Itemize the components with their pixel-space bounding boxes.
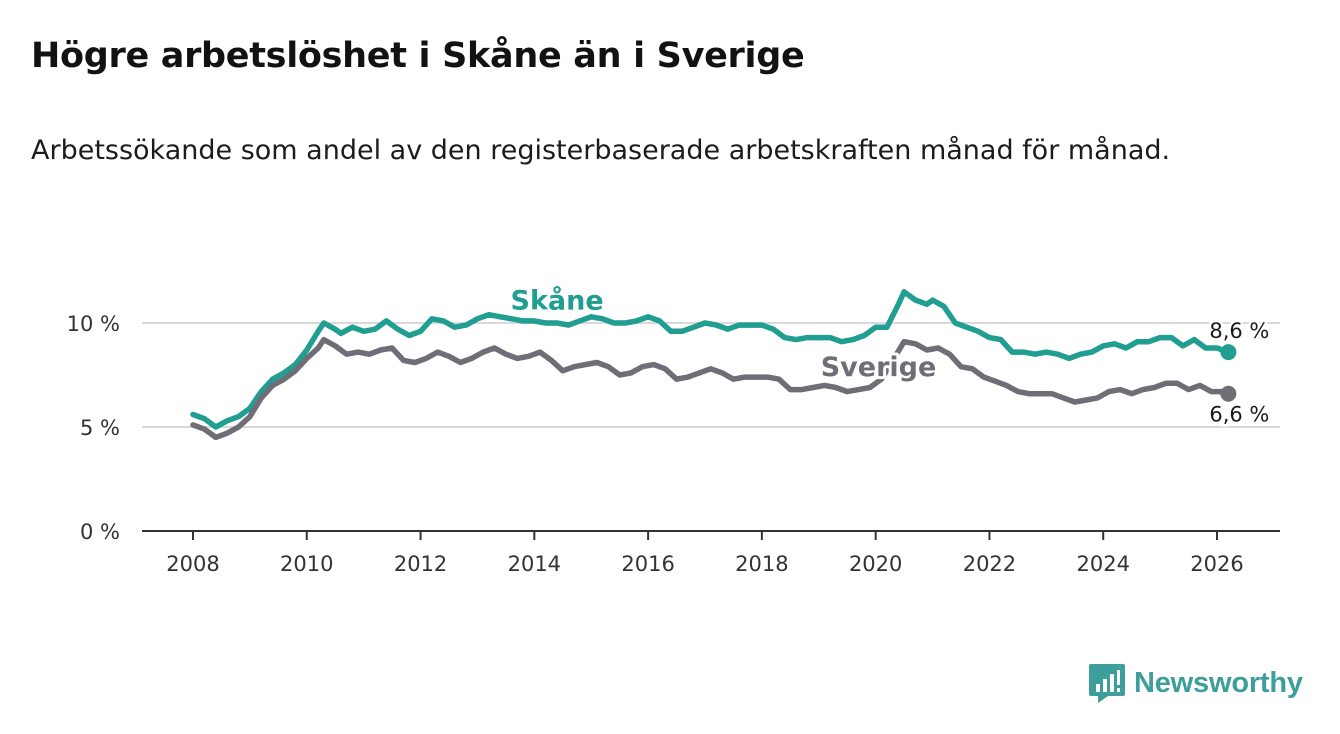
x-tick-label: 2022: [963, 552, 1016, 576]
series-line-sverige: [190, 336, 1232, 441]
end-value-label-skåne: 8,6 %: [1209, 319, 1269, 343]
y-tick-label: 5 %: [80, 416, 120, 440]
chart-subtitle: Arbetssökande som andel av den registerb…: [31, 135, 1171, 166]
y-tick-label: 10 %: [67, 312, 120, 336]
newsworthy-chart-bubble-icon: [1089, 664, 1125, 703]
newsworthy-logo[interactable]: Newsworthy: [1088, 662, 1303, 704]
chart-title: Högre arbetslöshet i Skåne än i Sverige: [31, 36, 805, 76]
series-label-sverige: Sverige: [821, 352, 937, 383]
series-labels: Skåne Sverige 8,6 % 6,6 %: [508, 281, 1272, 429]
series-lines: [190, 289, 1237, 441]
x-tick-label: 2016: [621, 552, 674, 576]
y-axis-ticks: 0 % 5 % 10 %: [67, 312, 120, 544]
x-tick-label: 2018: [735, 552, 788, 576]
end-value-label-sverige: 6,6 %: [1209, 403, 1269, 427]
series-line-skåne: [190, 289, 1232, 430]
y-tick-label: 0 %: [80, 520, 120, 544]
x-tick-label: 2020: [849, 552, 902, 576]
x-tick-label: 2008: [166, 552, 219, 576]
end-point-sverige: [1220, 385, 1237, 402]
end-point-skåne: [1220, 344, 1237, 361]
brand-name: Newsworthy: [1134, 666, 1303, 699]
x-axis-ticks: 2008 2010 2012 2014 2016 2018 2020 2022 2024 2026: [166, 531, 1244, 576]
x-tick-label: 2024: [1076, 552, 1129, 576]
series-label-skåne: Skåne: [511, 284, 604, 316]
x-tick-label: 2014: [508, 552, 561, 576]
x-tick-label: 2026: [1190, 552, 1243, 576]
x-tick-label: 2012: [394, 552, 447, 576]
x-tick-label: 2010: [280, 552, 333, 576]
